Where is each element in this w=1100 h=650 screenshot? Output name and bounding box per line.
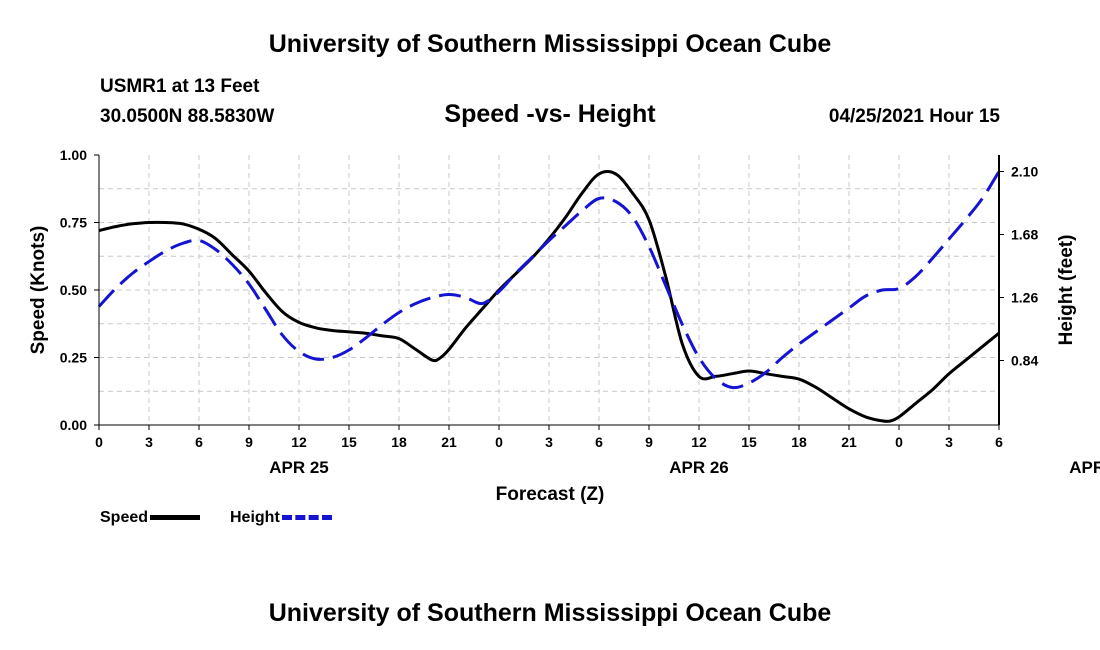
- y2-tick-label: 2.10: [1011, 164, 1038, 180]
- height-series-line: [97, 170, 1001, 390]
- station-coordinates: 30.0500N 88.5830W: [100, 106, 275, 127]
- date-label: APR 26: [669, 458, 729, 477]
- station-name: USMR1 at 13 Feet: [100, 76, 260, 97]
- x-tick-label: 3: [945, 434, 953, 450]
- x-tick-label: 3: [545, 434, 553, 450]
- x-tick-label: 6: [995, 434, 1003, 450]
- legend-height-swatch: [281, 515, 332, 521]
- axes: 0 3 6 9 12 15 18 21 0 3 6 9 12 15 18 21 0 3 6 APR 25 APR 26 A…: [60, 147, 1100, 477]
- y-tick-label: 1.00: [60, 147, 87, 163]
- x-tick-label: 18: [391, 434, 407, 450]
- legend-height-label: Height: [230, 509, 280, 526]
- x-tick-label: 18: [791, 434, 807, 450]
- legend-speed-label: Speed: [100, 509, 149, 526]
- footer-title: University of Southern Mississippi Ocean…: [268, 599, 832, 627]
- x-tick-label: 0: [495, 434, 503, 450]
- chart-title: Speed -vs- Height: [444, 100, 656, 128]
- page-title: University of Southern Mississippi Ocean…: [268, 30, 832, 58]
- y-tick-label: 0.00: [60, 417, 87, 433]
- x-tick-label: 9: [245, 434, 253, 450]
- legend-height: Height: [230, 509, 332, 527]
- x-tick-label: 12: [291, 434, 307, 450]
- x-tick-label: 3: [145, 434, 153, 450]
- x-axis-title: Forecast (Z): [496, 484, 605, 505]
- y2-tick-label: 1.68: [1011, 227, 1038, 243]
- x-tick-label: 15: [341, 434, 357, 450]
- x-tick-label: 15: [741, 434, 757, 450]
- y-tick-label: 0.75: [60, 215, 87, 231]
- x-tick-label: 21: [841, 434, 857, 450]
- grid: [99, 155, 999, 425]
- date-label: APR 27: [1069, 458, 1100, 477]
- x-tick-label: 0: [95, 434, 103, 450]
- x-tick-label: 12: [691, 434, 707, 450]
- y2-tick-label: 0.84: [1011, 353, 1038, 369]
- x-tick-label: 21: [441, 434, 457, 450]
- series-layer: [97, 170, 1001, 423]
- y2-axis-title: Height (feet): [1056, 235, 1077, 346]
- y-tick-label: 0.25: [60, 350, 87, 366]
- legend-speed: Speed: [100, 509, 201, 527]
- x-tick-label: 9: [645, 434, 653, 450]
- y-tick-label: 0.50: [60, 282, 87, 298]
- issue-time: 04/25/2021 Hour 15: [828, 106, 1000, 127]
- x-tick-label: 6: [595, 434, 603, 450]
- y-axis-title: Speed (Knots): [28, 226, 49, 355]
- y2-tick-label: 1.26: [1011, 290, 1038, 306]
- x-tick-label: 6: [195, 434, 203, 450]
- legend-speed-swatch: [150, 515, 201, 521]
- date-label: APR 25: [269, 458, 329, 477]
- x-tick-label: 0: [895, 434, 903, 450]
